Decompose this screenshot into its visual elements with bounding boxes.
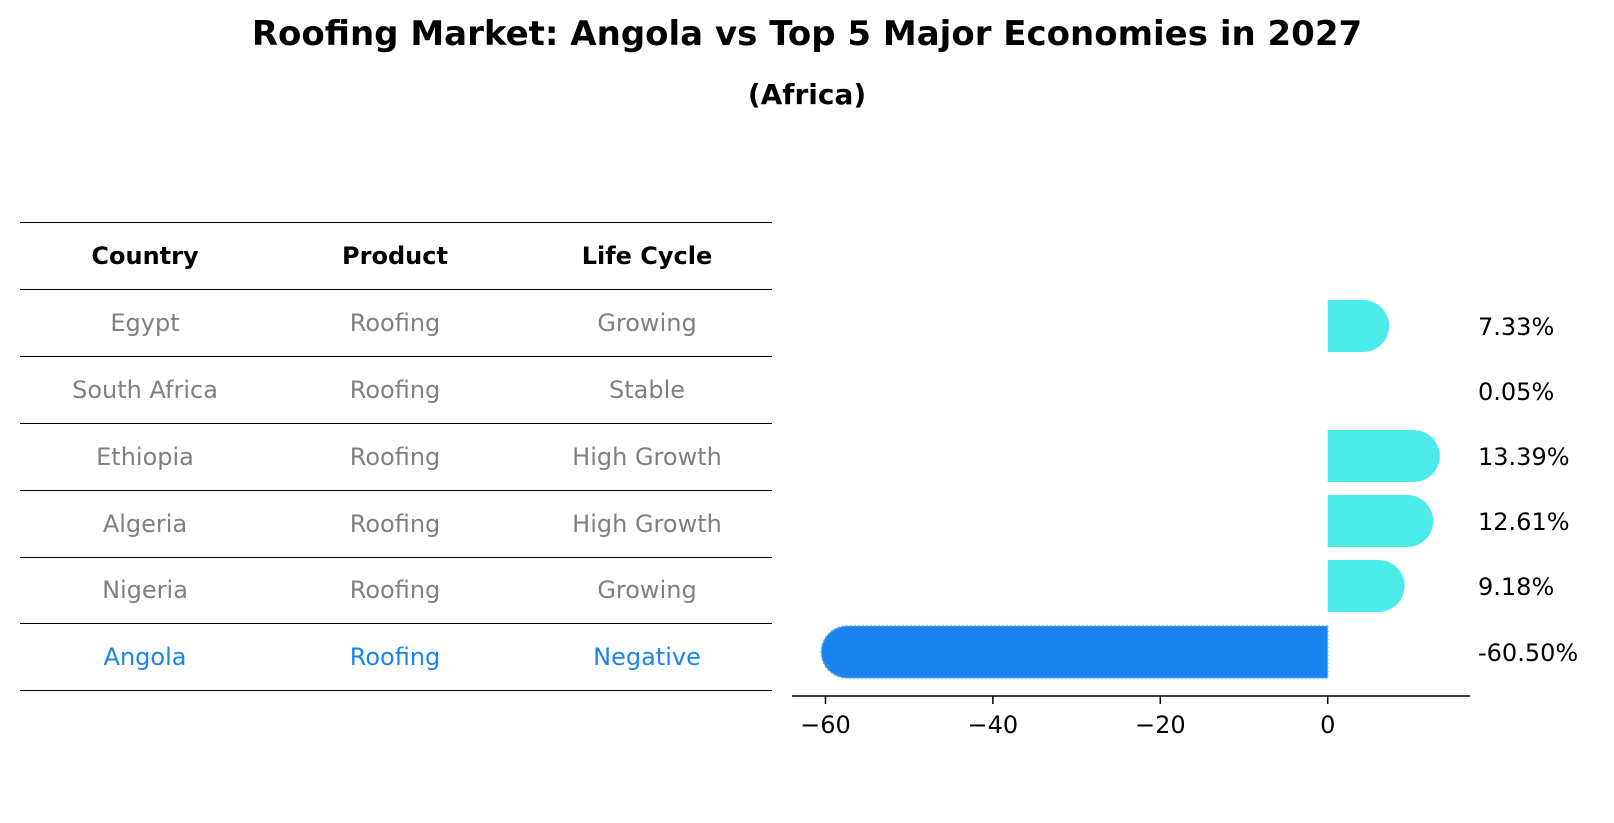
table-cell-country: Ethiopia <box>96 442 194 471</box>
x-tick-label: 0 <box>1320 711 1335 739</box>
table-rule <box>20 356 772 357</box>
table-cell-country: Egypt <box>110 308 180 337</box>
table-cell-product: Roofing <box>349 442 441 471</box>
data-label: 9.18% <box>1478 573 1554 601</box>
table-cell-product: Roofing <box>349 308 441 337</box>
table-cell-country: South Africa <box>72 375 218 404</box>
table-cell-life-cycle: Stable <box>608 375 686 404</box>
data-label: 7.33% <box>1478 313 1554 341</box>
bar-angola <box>820 625 1329 679</box>
table-rule <box>20 222 772 223</box>
table-cell-life-cycle: Negative <box>593 642 701 671</box>
table-cell-life-cycle: High Growth <box>572 509 722 538</box>
table-header-product: Product <box>342 241 448 270</box>
table-cell-product: Roofing <box>349 642 441 671</box>
table-header-life-cycle: Life Cycle <box>581 241 713 270</box>
data-label: 0.05% <box>1478 378 1554 406</box>
data-label: 12.61% <box>1478 508 1570 536</box>
table-cell-country: Angola <box>103 642 187 671</box>
table-cell-life-cycle: Growing <box>597 308 697 337</box>
table-cell-product: Roofing <box>349 576 441 604</box>
table-cell-country: Nigeria <box>102 576 188 604</box>
table-rule <box>20 690 772 691</box>
table-rule <box>20 490 772 491</box>
table-cell-life-cycle: Growing <box>597 576 697 604</box>
bar-ethiopia <box>1327 430 1440 482</box>
table-rule <box>20 557 772 558</box>
data-label: 13.39% <box>1478 443 1570 471</box>
x-tick-label: −60 <box>800 711 851 739</box>
chart-title: Roofing Market: Angola vs Top 5 Major Ec… <box>251 14 1363 54</box>
x-tick-label: −40 <box>968 711 1019 739</box>
table-cell-product: Roofing <box>349 375 441 404</box>
table-header-country: Country <box>91 241 199 270</box>
bar-nigeria <box>1327 560 1405 612</box>
x-tick-label: −20 <box>1135 711 1186 739</box>
bar-egypt <box>1327 300 1390 352</box>
table-cell-country: Algeria <box>102 509 188 538</box>
table-rule <box>20 423 772 424</box>
table-rule <box>20 623 772 624</box>
bar-algeria <box>1327 495 1434 547</box>
table-cell-product: Roofing <box>349 509 441 538</box>
table-cell-life-cycle: High Growth <box>572 442 722 471</box>
table-rule <box>20 289 772 290</box>
data-label: -60.50% <box>1478 639 1578 667</box>
chart-subtitle: (Africa) <box>747 78 867 111</box>
